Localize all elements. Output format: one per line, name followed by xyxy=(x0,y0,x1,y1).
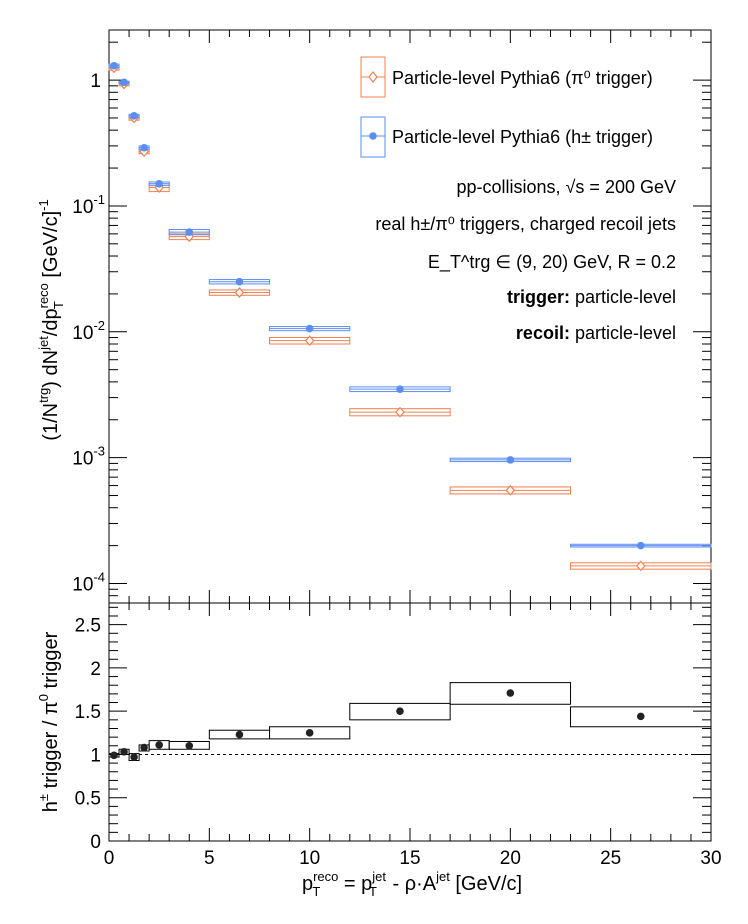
annotation-triggers: real h±/π⁰ triggers, charged recoil jets xyxy=(375,214,676,234)
x-tick-label: 20 xyxy=(500,848,521,869)
annotation-collisions: pp-collisions, √s = 200 GeV xyxy=(457,177,677,197)
data-point xyxy=(110,751,118,760)
legend: Particle-level Pythia6 (π⁰ trigger) Part… xyxy=(360,56,653,158)
y-tick-label: 10-4 xyxy=(72,570,105,596)
series-hpm xyxy=(108,61,712,550)
data-point xyxy=(305,729,314,737)
x-tick-label: 10 xyxy=(299,848,320,869)
data-point xyxy=(636,541,645,550)
data-point xyxy=(396,707,404,715)
annotation-et-range: E_T^trg ∈ (9, 20) GeV, R = 0.2 xyxy=(428,252,676,273)
data-point xyxy=(120,748,128,756)
data-point xyxy=(235,730,244,739)
ratio-frame xyxy=(108,602,712,842)
y-tick-label: 0 xyxy=(90,832,101,853)
data-point xyxy=(396,385,404,393)
ratio-panel: 0 5 10 15 20 25 30 0 0.5 1 1.5 2 2.5 xyxy=(75,602,722,869)
x-tick-label: 0 xyxy=(104,848,115,869)
legend-entry-pi0: Particle-level Pythia6 (π⁰ trigger) xyxy=(360,56,653,98)
data-point xyxy=(185,228,194,236)
data-point xyxy=(506,689,515,697)
data-point xyxy=(395,406,405,418)
data-point xyxy=(636,712,645,721)
data-point xyxy=(234,287,245,298)
x-tick-label: 5 xyxy=(204,848,215,869)
x-tick-label: 15 xyxy=(399,848,420,869)
legend-entry-hpm: Particle-level Pythia6 (h± trigger) xyxy=(360,116,653,158)
x-tick-label: 30 xyxy=(700,848,721,869)
top-panel: 1 10-1 10-2 10-3 10-4 xyxy=(72,29,712,604)
data-point xyxy=(110,61,118,70)
annotations: pp-collisions, √s = 200 GeV real h±/π⁰ t… xyxy=(375,177,676,343)
sys-box xyxy=(269,726,351,740)
sys-box xyxy=(349,702,451,721)
y-tick-label: 1 xyxy=(90,71,101,92)
data-point xyxy=(130,112,138,120)
y-tick-label: 1.5 xyxy=(75,702,101,723)
series-ratio xyxy=(108,682,712,762)
top-frame xyxy=(108,29,712,604)
annotation-recoil-level: recoil: particle-level xyxy=(516,323,676,343)
data-point xyxy=(305,324,314,333)
sys-box xyxy=(570,706,712,728)
x-axis-title: preco T = pjet T - ρ·Ajet [GeV/c] xyxy=(302,869,522,899)
data-point xyxy=(635,560,646,572)
data-point xyxy=(140,743,148,752)
y-tick-label: 10-2 xyxy=(72,318,105,344)
data-point xyxy=(120,78,128,87)
y-tick-label: 2 xyxy=(90,659,101,680)
annotation-trigger-level: trigger: particle-level xyxy=(507,287,676,307)
legend-label-pi0: Particle-level Pythia6 (π⁰ trigger) xyxy=(392,68,653,88)
top-ylabel: (1/Ntrg) dNjet/dprecoT [GeV/c]-1 xyxy=(36,199,66,440)
data-point xyxy=(304,335,315,347)
y-tick-label: 0.5 xyxy=(75,789,101,810)
y-tick-label: 2.5 xyxy=(75,616,101,637)
y-tick-label: 10-1 xyxy=(72,192,105,218)
data-point xyxy=(235,277,244,286)
ratio-ylabel: h± trigger / π0 trigger xyxy=(36,631,62,812)
data-point xyxy=(130,753,138,761)
data-point xyxy=(155,179,163,188)
x-tick-label: 25 xyxy=(600,848,621,869)
data-point xyxy=(506,456,515,464)
legend-label-hpm: Particle-level Pythia6 (h± trigger) xyxy=(392,127,653,147)
data-point xyxy=(505,484,516,496)
y-tick-label: 10-3 xyxy=(72,444,105,470)
y-tick-label: 1 xyxy=(90,745,101,766)
series-pi0 xyxy=(108,62,712,572)
data-point xyxy=(155,741,163,749)
data-point xyxy=(185,742,194,750)
data-point xyxy=(140,143,148,152)
sys-box xyxy=(449,682,572,705)
